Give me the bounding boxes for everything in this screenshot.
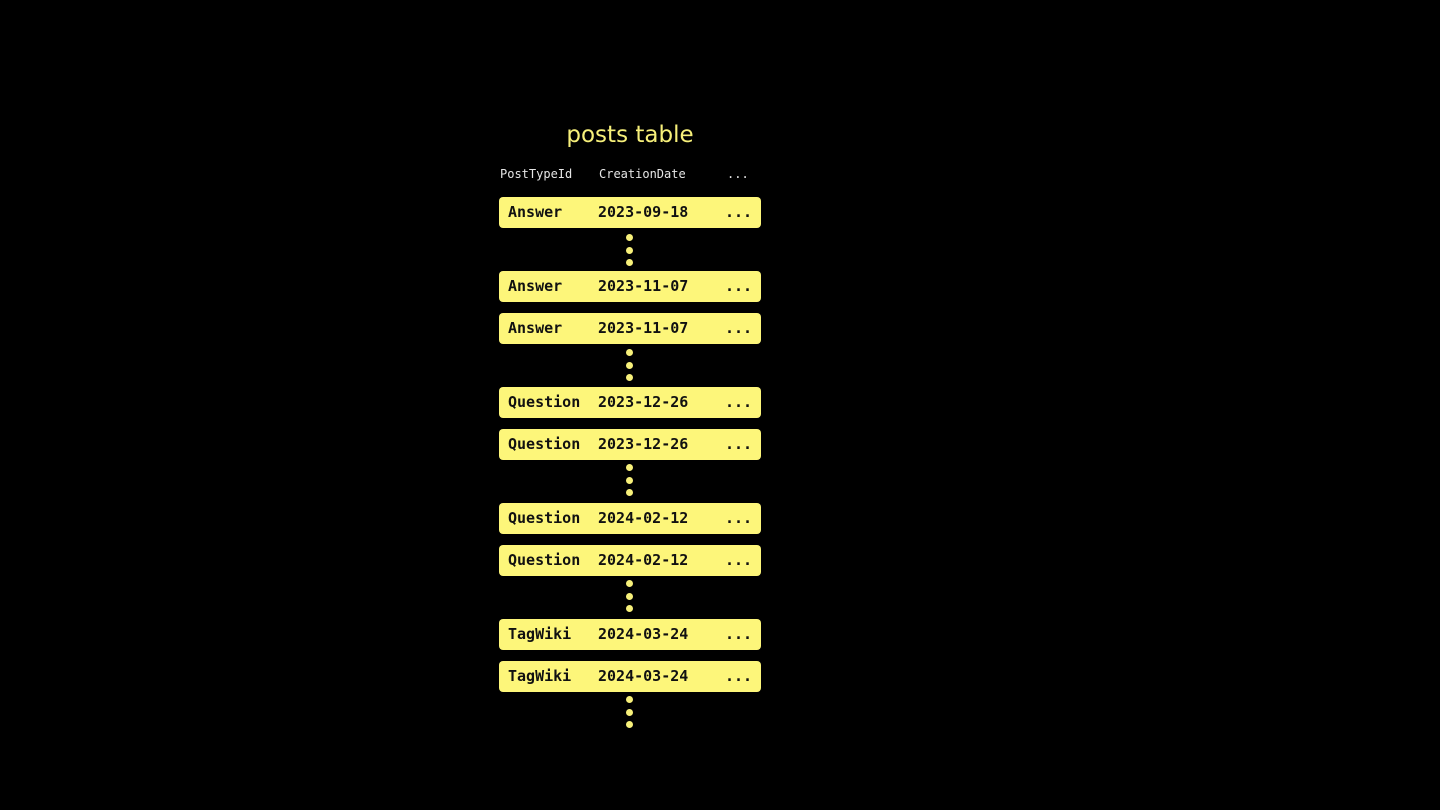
ellipsis-dot: [626, 349, 633, 356]
table-row: Question 2023-12-26...: [499, 429, 761, 460]
row-more: ...: [725, 393, 753, 411]
row-more: ...: [725, 667, 753, 685]
ellipsis-dot: [626, 605, 633, 612]
row-creationdate: 2023-09-18: [598, 203, 689, 221]
row-posttypeid: Question: [508, 551, 581, 569]
table-row: TagWiki 2024-03-24...: [499, 661, 761, 692]
row-creationdate: 2023-11-07: [598, 277, 689, 295]
ellipsis-dot: [626, 708, 633, 716]
ellipsis-dot: [626, 259, 633, 266]
ellipsis-dot: [626, 374, 633, 381]
row-creationdate: 2023-11-07: [598, 319, 689, 337]
table-row: Question 2023-12-26...: [499, 387, 761, 418]
table-row: Question 2024-02-12...: [499, 545, 761, 576]
row-creationdate: 2024-02-12: [598, 551, 689, 569]
ellipsis-dot: [626, 234, 633, 241]
row-more: ...: [725, 551, 753, 569]
row-posttypeid: Question: [508, 393, 581, 411]
row-creationdate: 2024-03-24: [598, 625, 689, 643]
row-creationdate: 2024-02-12: [598, 509, 689, 527]
ellipsis-dot: [626, 721, 633, 728]
ellipsis-dot: [626, 489, 633, 496]
row-posttypeid: Answer: [508, 277, 563, 295]
table-row: Answer 2023-11-07...: [499, 271, 761, 302]
row-more: ...: [725, 435, 753, 453]
row-more: ...: [725, 319, 753, 337]
row-posttypeid: Answer: [508, 203, 563, 221]
row-creationdate: 2024-03-24: [598, 667, 689, 685]
ellipsis-dot: [626, 464, 633, 471]
column-header-creationdate: CreationDate: [599, 167, 686, 181]
column-header-posttypeid: PostTypeId: [500, 167, 573, 181]
ellipsis-dot: [626, 361, 633, 369]
row-posttypeid: TagWiki: [508, 625, 572, 643]
table-row: Answer 2023-11-07...: [499, 313, 761, 344]
row-creationdate: 2023-12-26: [598, 393, 689, 411]
row-posttypeid: Question: [508, 509, 581, 527]
row-posttypeid: Question: [508, 435, 581, 453]
row-more: ...: [725, 625, 753, 643]
table-row: Answer 2023-09-18...: [499, 197, 761, 228]
table-row: TagWiki 2024-03-24...: [499, 619, 761, 650]
table-title: posts table: [566, 122, 694, 148]
row-more: ...: [725, 277, 753, 295]
row-posttypeid: Answer: [508, 319, 563, 337]
column-header-more: ...: [727, 167, 749, 181]
ellipsis-dot: [626, 592, 633, 600]
ellipsis-dot: [626, 580, 633, 587]
row-more: ...: [725, 203, 753, 221]
ellipsis-dot: [626, 696, 633, 703]
row-creationdate: 2023-12-26: [598, 435, 689, 453]
ellipsis-dot: [626, 476, 633, 484]
table-row: Question 2024-02-12...: [499, 503, 761, 534]
row-more: ...: [725, 509, 753, 527]
ellipsis-dot: [626, 246, 633, 254]
row-posttypeid: TagWiki: [508, 667, 572, 685]
